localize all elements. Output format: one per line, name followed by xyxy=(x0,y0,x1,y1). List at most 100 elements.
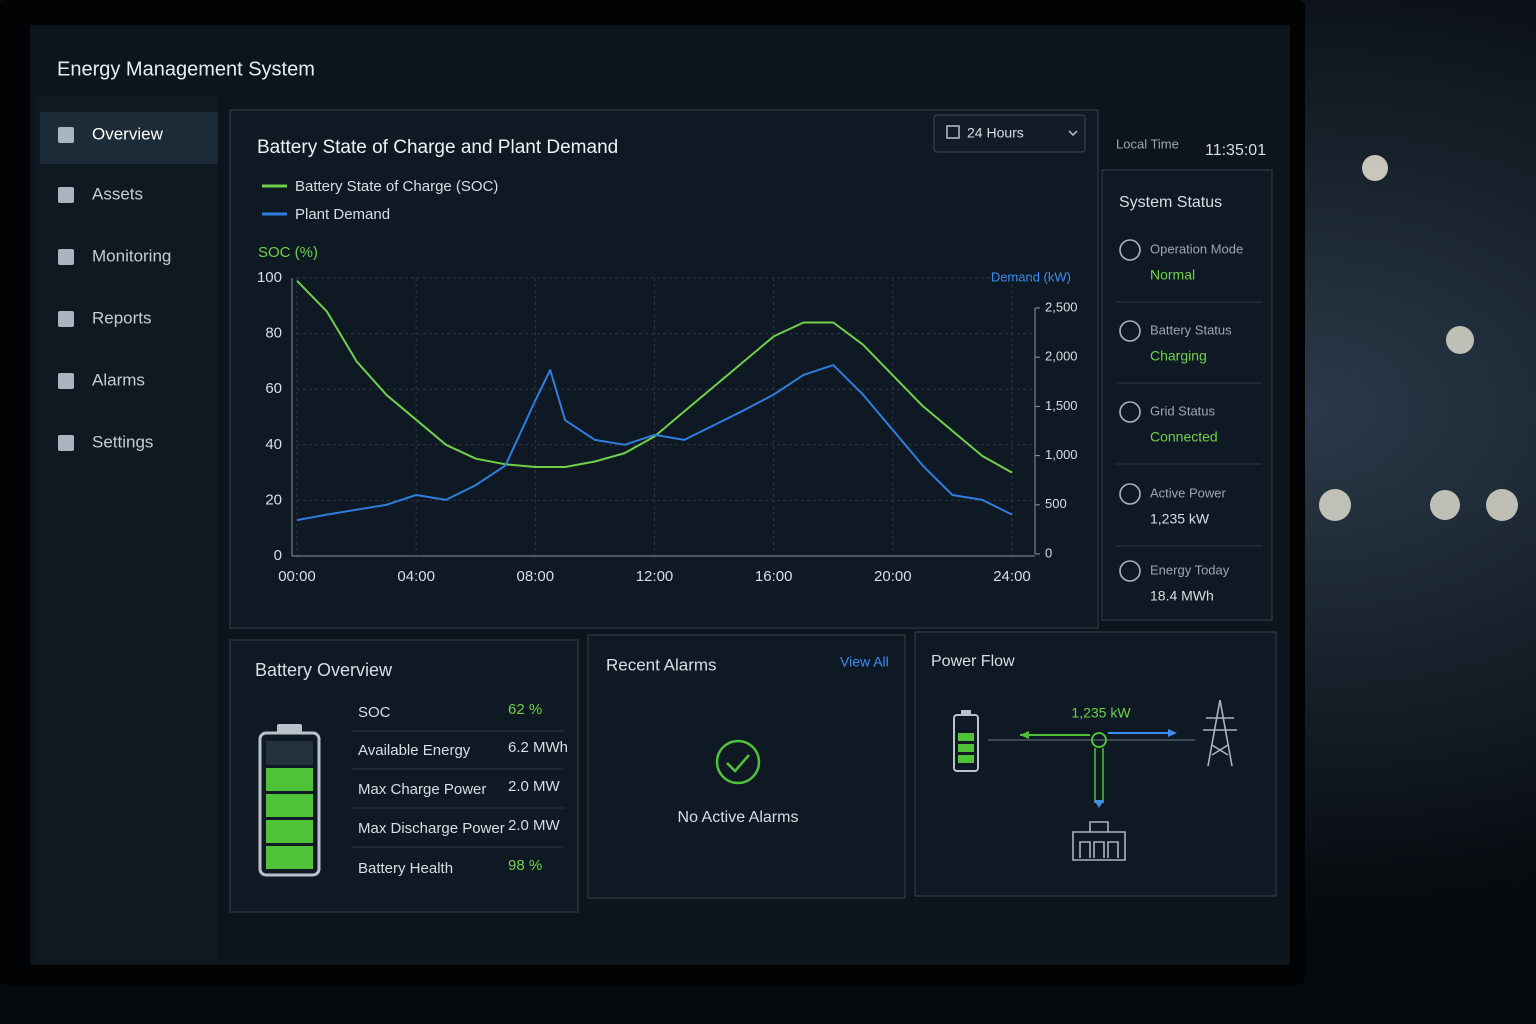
pf-battery-cell xyxy=(958,744,974,752)
x-tick-label: 24:00 xyxy=(993,568,1031,585)
y-axis-label: SOC (%) xyxy=(258,244,318,261)
y2-axis-label: Demand (kW) xyxy=(991,269,1071,284)
y-tick-label: 100 xyxy=(257,269,282,286)
series-line xyxy=(296,364,1013,522)
y-tick-label: 40 xyxy=(265,436,282,453)
status-icon xyxy=(1119,320,1141,342)
pf-arrow xyxy=(1168,729,1177,737)
nav-icon xyxy=(58,249,74,265)
battery-row-label: Battery Health xyxy=(358,860,453,877)
y2-tick-label: 1,000 xyxy=(1045,447,1078,462)
battery-row-value: 98 % xyxy=(508,857,542,874)
pf-battery-cap xyxy=(961,710,971,715)
ceiling-light xyxy=(1430,490,1460,520)
nav-icon xyxy=(58,311,74,327)
pf-arrow xyxy=(1020,731,1029,739)
range-selector[interactable] xyxy=(933,114,1086,153)
status-label: Active Power xyxy=(1150,485,1227,500)
x-tick-label: 08:00 xyxy=(517,568,555,585)
battery-row-value: 6.2 MWh xyxy=(508,739,568,756)
status-icon xyxy=(1119,560,1141,582)
battery-row-label: Available Energy xyxy=(358,742,471,759)
y-tick-label: 20 xyxy=(265,491,282,508)
battery-empty xyxy=(266,741,313,765)
series-line xyxy=(296,280,1013,474)
battery-title: Battery Overview xyxy=(255,660,393,680)
pf-battery-cell xyxy=(958,755,974,763)
battery-cell xyxy=(266,768,313,791)
y-tick-label: 0 xyxy=(274,547,282,564)
status-label: Operation Mode xyxy=(1150,241,1243,256)
ceiling-light xyxy=(1446,326,1474,354)
chart-title: Battery State of Charge and Plant Demand xyxy=(257,137,618,158)
app-title: Energy Management System xyxy=(57,58,315,80)
status-value: Charging xyxy=(1150,348,1207,364)
ok-icon xyxy=(715,739,761,785)
status-value: Normal xyxy=(1150,267,1195,283)
x-tick-label: 00:00 xyxy=(278,568,316,585)
battery-row-value: 2.0 MW xyxy=(508,817,561,834)
x-tick-label: 04:00 xyxy=(397,568,435,585)
battery-row-label: Max Discharge Power xyxy=(358,820,505,837)
nav-icon xyxy=(58,435,74,451)
y-tick-label: 60 xyxy=(265,380,282,397)
nav-item[interactable]: Alarms xyxy=(92,370,145,389)
battery-row-value: 2.0 MW xyxy=(508,778,561,795)
pf-battery-cell xyxy=(958,733,974,741)
y2-tick-label: 0 xyxy=(1045,545,1052,560)
status-label: Grid Status xyxy=(1150,403,1216,418)
nav-item[interactable]: Assets xyxy=(92,184,143,203)
chart-panel xyxy=(229,109,1099,629)
battery-row-value: 62 % xyxy=(508,701,542,718)
x-tick-label: 12:00 xyxy=(636,568,674,585)
battery-cell xyxy=(266,820,313,843)
ceiling-light xyxy=(1486,489,1518,521)
pf-flow-plant xyxy=(1094,748,1104,803)
calendar-icon xyxy=(946,125,960,139)
status-label: Battery Status xyxy=(1150,322,1232,337)
status-value: Connected xyxy=(1150,429,1218,445)
view-all-link[interactable]: View All xyxy=(840,654,889,670)
y-tick-label: 80 xyxy=(265,325,282,342)
battery-cap xyxy=(277,724,302,733)
ceiling-light xyxy=(1319,489,1351,521)
y2-tick-label: 500 xyxy=(1045,496,1067,511)
local-time-label: Local Time xyxy=(1116,136,1179,151)
sidebar xyxy=(36,95,218,960)
battery-row-label: Max Charge Power xyxy=(358,781,486,798)
pf-power-label: 1,235 kW xyxy=(1071,705,1131,721)
battery-cell xyxy=(266,794,313,817)
pf-node xyxy=(1091,732,1107,748)
status-icon xyxy=(1119,483,1141,505)
legend-label: Plant Demand xyxy=(295,206,390,223)
y2-tick-label: 1,500 xyxy=(1045,398,1078,413)
nav-item[interactable]: Overview xyxy=(92,124,164,143)
status-value: 18.4 MWh xyxy=(1150,588,1214,604)
nav-item[interactable]: Reports xyxy=(92,308,152,327)
check-mark xyxy=(726,754,750,773)
nav-icon xyxy=(58,373,74,389)
nav-icon xyxy=(58,187,74,203)
battery-row-label: SOC xyxy=(358,704,391,721)
legend-label: Battery State of Charge (SOC) xyxy=(295,178,498,195)
system-status-title: System Status xyxy=(1119,194,1222,211)
power-flow-title: Power Flow xyxy=(931,653,1015,670)
grid-tower-icon xyxy=(1203,699,1237,767)
ceiling-light xyxy=(1362,155,1388,181)
range-selector-label[interactable]: 24 Hours xyxy=(967,125,1024,141)
status-label: Energy Today xyxy=(1150,562,1230,577)
x-tick-label: 16:00 xyxy=(755,568,793,585)
alarms-panel xyxy=(587,634,906,899)
nav-item[interactable]: Monitoring xyxy=(92,246,171,265)
nav-item[interactable]: Settings xyxy=(92,432,153,451)
status-value: 1,235 kW xyxy=(1150,511,1210,527)
no-alarms-message: No Active Alarms xyxy=(678,809,799,826)
dropdown-arrow xyxy=(1068,130,1078,137)
pf-arrow xyxy=(1094,800,1104,808)
system-status-panel xyxy=(1101,169,1273,621)
status-icon xyxy=(1119,239,1141,261)
status-icon xyxy=(1119,401,1141,423)
nav-icon xyxy=(58,127,74,143)
alarms-title: Recent Alarms xyxy=(606,655,717,674)
